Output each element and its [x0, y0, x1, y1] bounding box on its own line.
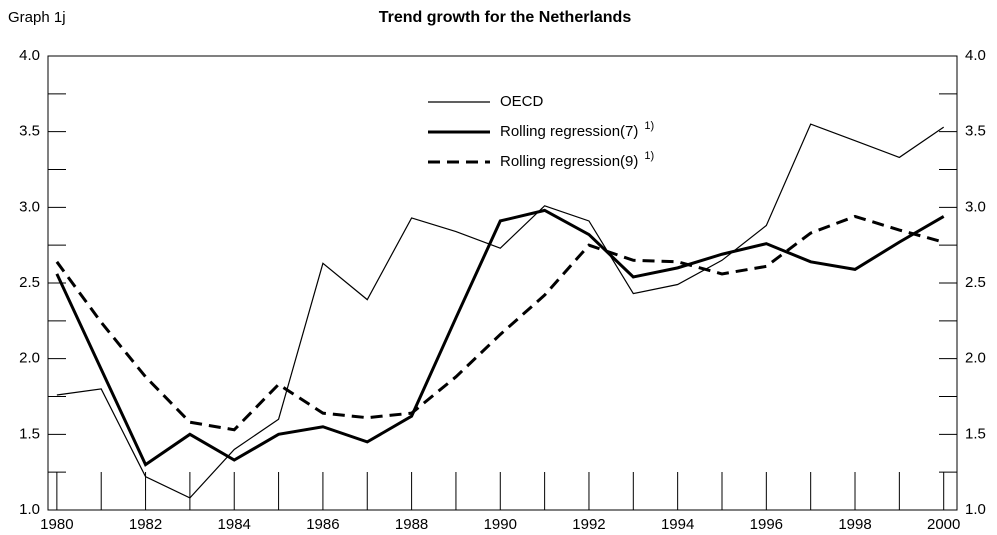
x-tick-label: 1984: [218, 516, 251, 533]
y2-tick-label: 3.0: [965, 198, 986, 215]
y-tick-label: 3.0: [19, 198, 40, 215]
legend-note: 1): [644, 120, 654, 132]
y-tick-label: 2.5: [19, 274, 40, 291]
y-tick-label: 2.0: [19, 350, 40, 367]
x-tick-label: 1992: [572, 516, 605, 533]
legend-label: Rolling regression(9): [500, 153, 638, 170]
y2-tick-label: 2.5: [965, 274, 986, 291]
x-tick-label: 1982: [129, 516, 162, 533]
y-tick-label: 1.5: [19, 425, 40, 442]
series-line: [55, 208, 945, 467]
y2-tick-label: 4.0: [965, 47, 986, 64]
y2-tick-label: 3.5: [965, 123, 986, 140]
y2-tick-label: 1.0: [965, 501, 986, 518]
x-tick-label: 1988: [395, 516, 428, 533]
x-tick-label: 2000: [927, 516, 960, 533]
x-tick-label: 1990: [484, 516, 517, 533]
x-tick-label: 1998: [838, 516, 871, 533]
x-tick-label: 1986: [306, 516, 339, 533]
chart-caption: Graph 1j: [8, 9, 66, 26]
x-tick-label: 1996: [750, 516, 783, 533]
series-line: [56, 123, 945, 499]
legend-note: 1): [644, 150, 654, 162]
y-tick-label: 1.0: [19, 501, 40, 518]
y2-tick-label: 1.5: [965, 425, 986, 442]
y2-tick-label: 2.0: [965, 350, 986, 367]
x-tick-label: 1994: [661, 516, 694, 533]
y-tick-label: 4.0: [19, 47, 40, 64]
series-line: [55, 214, 945, 432]
legend-label: OECD: [500, 93, 544, 110]
chart-title: Trend growth for the Netherlands: [379, 9, 632, 26]
x-tick-label: 1980: [40, 516, 73, 533]
y-tick-label: 3.5: [19, 123, 40, 140]
legend-label: Rolling regression(7): [500, 123, 638, 140]
